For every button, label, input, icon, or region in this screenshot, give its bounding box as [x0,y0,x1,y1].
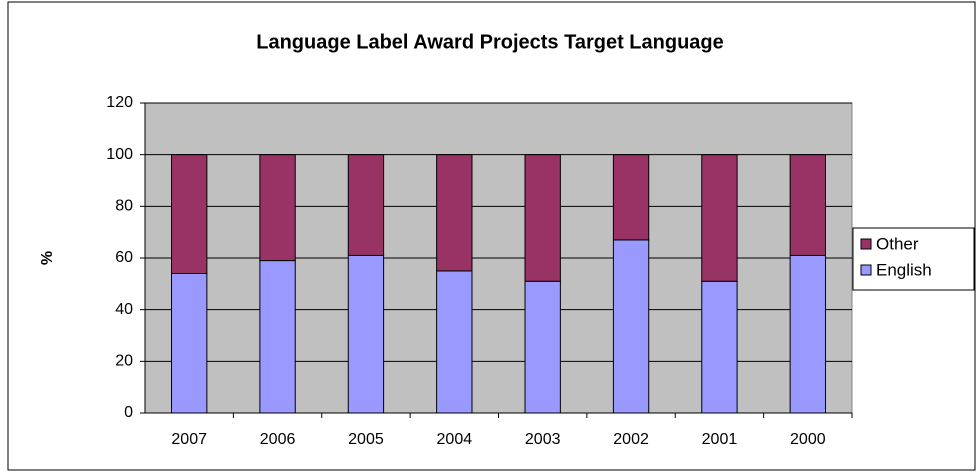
legend-box [852,227,975,291]
x-tick-label: 2003 [525,431,561,448]
bar-segment [612,239,650,414]
x-tick-label: 2007 [171,431,207,448]
bar-segment [436,270,473,414]
chart-title: Language Label Award Projects Target Lan… [256,31,724,53]
bar-segment [347,154,385,256]
x-tick-label: 2001 [702,431,738,448]
bar-segment [701,280,738,414]
legend-label: Other [876,234,919,253]
bar-segment [701,154,738,282]
x-tick-label: 2002 [613,431,649,448]
bar-segment [524,154,561,282]
y-tick-label: 60 [115,249,133,266]
bar-segment [259,260,296,414]
bar-segment [171,273,208,414]
y-tick-label: 0 [124,404,133,421]
x-tick-label: 2005 [348,431,384,448]
bar-segment [259,154,296,262]
x-tick-label: 2006 [260,431,296,448]
y-tick-label: 80 [115,198,133,215]
bar-segment [612,154,650,241]
bar-segment [789,254,826,414]
y-axis-label: % [39,251,56,265]
bar-segment [347,254,385,414]
bar-segment [171,154,208,275]
y-tick-label: 20 [115,353,133,370]
x-tick-label: 2000 [790,431,826,448]
y-tick-label: 120 [106,94,133,111]
bar-segment [789,154,826,256]
bar-segment [436,154,473,272]
x-tick-label: 2004 [437,431,473,448]
legend-swatch [860,238,872,250]
bar-segment [524,280,561,414]
y-tick-label: 100 [106,146,133,163]
legend-swatch [860,264,872,276]
y-tick-label: 40 [115,301,133,318]
legend-label: English [876,260,932,279]
